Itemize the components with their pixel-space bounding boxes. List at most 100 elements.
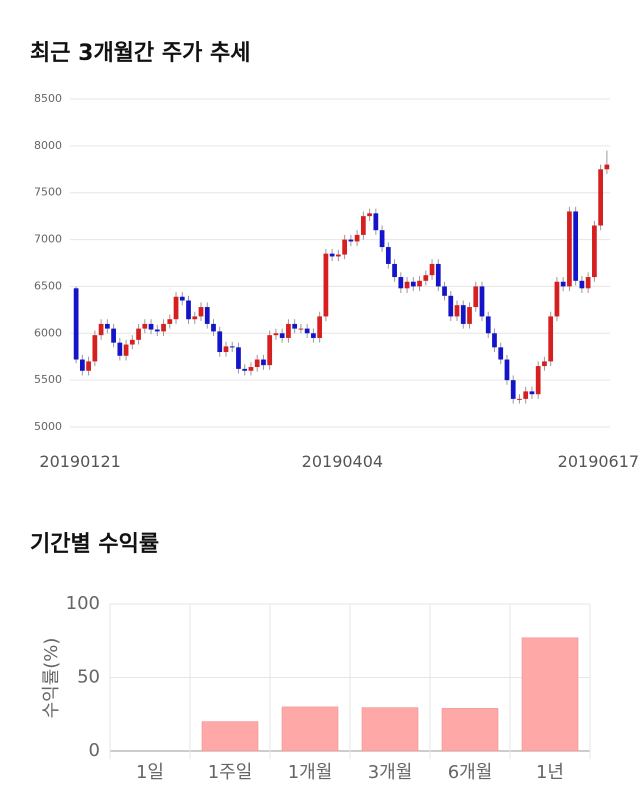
- candle-body: [585, 277, 591, 289]
- candle-body: [429, 263, 435, 276]
- candle-body: [92, 335, 98, 362]
- candle-body: [398, 277, 404, 289]
- candle-body: [136, 328, 141, 340]
- bar: [281, 706, 339, 752]
- candle-body: [104, 323, 110, 329]
- candle-body: [229, 346, 235, 348]
- candle-body: [123, 344, 129, 356]
- candle-body: [517, 398, 522, 400]
- candle-body: [292, 323, 298, 329]
- candle-body: [535, 366, 541, 395]
- candle-body: [542, 361, 547, 367]
- candle-body: [73, 288, 79, 360]
- candle-body: [492, 333, 497, 348]
- candle-body: [311, 333, 316, 338]
- chart-title: 기간별 수익률: [30, 532, 159, 557]
- candle-body: [329, 253, 335, 257]
- candle-body: [448, 295, 454, 317]
- candle-body: [529, 391, 535, 395]
- candle-body: [360, 216, 366, 235]
- candle-body: [573, 211, 579, 281]
- candle-body: [142, 323, 148, 329]
- y-tick-label: 8500: [34, 92, 62, 105]
- y-tick-label: 100: [66, 593, 100, 614]
- candle-body: [186, 300, 191, 320]
- candle-body: [129, 339, 135, 345]
- y-tick-label: 50: [77, 667, 100, 688]
- candle-body: [286, 323, 291, 338]
- candle-body: [467, 307, 472, 324]
- candle-body: [342, 239, 347, 255]
- candle-body: [348, 239, 354, 242]
- x-tick-label: 6개월: [448, 762, 493, 783]
- y-tick-label: 5000: [34, 420, 62, 433]
- candle-body: [242, 368, 248, 371]
- candle-body: [479, 286, 485, 317]
- candle-body: [198, 307, 204, 317]
- y-tick-label: 8000: [34, 139, 62, 152]
- candle-body: [523, 391, 529, 399]
- x-tick-label: 3개월: [368, 762, 413, 783]
- y-tick-label: 5500: [34, 373, 62, 386]
- candle-body: [254, 359, 260, 368]
- candle-body: [485, 316, 491, 334]
- candle-body: [323, 253, 329, 317]
- candle-body: [404, 281, 410, 289]
- candle-body: [148, 323, 154, 330]
- candle-body: [435, 263, 441, 287]
- candle-body: [211, 323, 216, 332]
- candle-body: [592, 225, 597, 278]
- bar: [201, 721, 259, 752]
- candle-body: [504, 359, 510, 381]
- candle-body: [173, 296, 179, 320]
- candle-body: [304, 328, 310, 334]
- candle-body: [510, 380, 516, 399]
- candle-body: [279, 333, 285, 338]
- x-tick-label: 20190404: [302, 452, 383, 471]
- y-tick-label: 7500: [34, 186, 62, 199]
- candle-body: [367, 213, 372, 217]
- chart-title: 최근 3개월간 주가 추세: [30, 41, 250, 66]
- candle-body: [204, 307, 210, 324]
- candle-body: [442, 286, 447, 296]
- candle-body: [79, 359, 85, 371]
- candle-body: [273, 333, 279, 336]
- candle-body: [604, 164, 610, 170]
- candle-body: [498, 347, 504, 360]
- candle-body: [154, 329, 160, 332]
- x-tick-label: 1년: [536, 762, 564, 783]
- candle-body: [217, 331, 223, 353]
- candle-body: [179, 296, 185, 301]
- candle-body: [385, 247, 391, 264]
- candle-body: [86, 361, 91, 371]
- x-tick-label: 20190121: [39, 452, 120, 471]
- candle-body: [460, 305, 466, 324]
- candle-body: [354, 234, 360, 242]
- candle-body: [298, 328, 304, 330]
- candle-body: [410, 281, 416, 287]
- candle-body: [167, 319, 173, 324]
- candle-body: [379, 230, 385, 248]
- candle-body: [554, 281, 560, 317]
- bar: [441, 708, 499, 752]
- candle-body: [560, 281, 566, 287]
- candle-body: [317, 316, 323, 338]
- x-tick-label: 1개월: [288, 762, 333, 783]
- candle-body: [236, 347, 241, 369]
- candle-body: [267, 335, 273, 366]
- x-tick-label: 1일: [136, 762, 164, 783]
- candle-body: [117, 342, 123, 356]
- candle-body: [261, 359, 266, 366]
- x-tick-label: 1주일: [208, 762, 253, 783]
- candle-body: [392, 263, 397, 278]
- candle-body: [423, 275, 429, 281]
- candle-body: [579, 280, 585, 289]
- candle-body: [473, 286, 479, 308]
- candle-body: [98, 323, 104, 336]
- candle-body: [548, 316, 554, 362]
- x-tick-label: 20190617: [558, 452, 639, 471]
- y-tick-label: 7000: [34, 233, 62, 246]
- y-tick-label: 6000: [34, 326, 62, 339]
- candle-body: [161, 323, 166, 332]
